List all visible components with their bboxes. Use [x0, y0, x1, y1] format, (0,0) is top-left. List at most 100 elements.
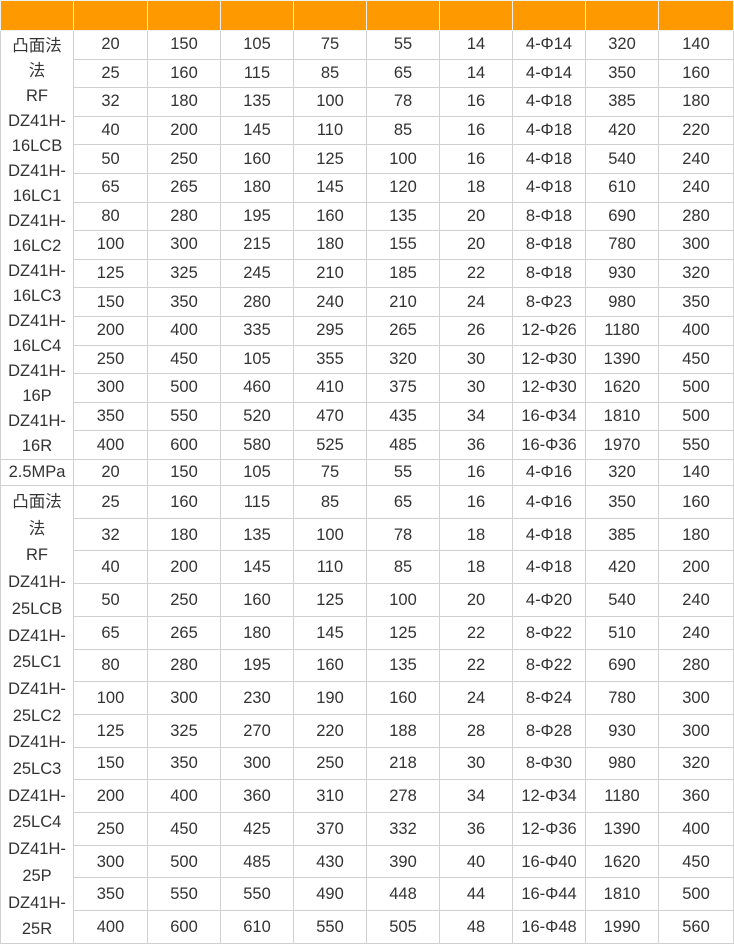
table-cell: 400: [147, 315, 221, 346]
table-row: 125 325 245 210 185 22 8-Φ18 930 320: [1, 258, 734, 289]
table-cell: 355: [293, 344, 367, 375]
table-cell: 12-Φ30: [512, 373, 586, 403]
table-cell: 690: [585, 648, 659, 683]
table-cell: 8-Φ18: [512, 230, 586, 260]
table-cell: 24: [439, 681, 513, 715]
table-cell: 270: [220, 713, 294, 748]
table-cell: 105: [220, 459, 294, 486]
table-cell: 250: [147, 583, 221, 617]
table-cell: 280: [658, 648, 734, 683]
table-cell: 448: [366, 877, 440, 912]
table-cell: 100: [73, 681, 148, 715]
table-cell: 215: [220, 230, 294, 260]
table-cell: 930: [585, 258, 659, 289]
table-cell: 80: [73, 201, 148, 232]
table-cell: 55: [366, 30, 440, 60]
table-cell: 500: [658, 401, 734, 432]
table-row: 凸面法 法 RF DZ41H- 25LCB DZ41H- 25LC1 DZ41H…: [0, 485, 734, 944]
table-cell: 115: [220, 58, 294, 89]
table-cell: 280: [147, 201, 221, 232]
table-cell: 135: [366, 648, 440, 683]
table-cell: 185: [366, 258, 440, 289]
table-row: 32 180 135 100 78 16 4-Φ18 385 180: [1, 87, 734, 117]
table-cell: 420: [585, 550, 659, 585]
table-cell: 40: [73, 115, 148, 146]
table-cell: 460: [220, 373, 294, 403]
table-cell: 145: [293, 615, 367, 650]
table-cell: 50: [73, 583, 148, 617]
table-cell: 525: [293, 430, 367, 460]
table-cell: 160: [366, 681, 440, 715]
table-cell: 20: [439, 201, 513, 232]
table-cell: 4-Φ18: [512, 115, 586, 146]
table-cell: 550: [147, 877, 221, 912]
table-cell: 610: [585, 172, 659, 203]
table-cell: 300: [73, 373, 148, 403]
table-cell: 230: [220, 681, 294, 715]
table-cell: 500: [658, 373, 734, 403]
header-cell: [293, 0, 367, 31]
table-cell: 135: [220, 517, 294, 552]
table-cell: 34: [439, 779, 513, 814]
table-cell: 4-Φ16: [512, 459, 586, 486]
table-cell: 1810: [585, 401, 659, 432]
table-cell: 245: [220, 258, 294, 289]
table-cell: 18: [439, 517, 513, 552]
table-cell: 160: [147, 485, 221, 519]
table-cell: 115: [220, 485, 294, 519]
table-cell: 16: [439, 144, 513, 174]
table-cell: 4-Φ18: [512, 172, 586, 203]
table-cell: 240: [658, 615, 734, 650]
table-cell: 400: [73, 910, 148, 944]
table-cell: 4-Φ14: [512, 30, 586, 60]
table-row: 350 550 550 490 448 44 16-Φ44 1810 500: [1, 877, 734, 912]
table-cell: 180: [220, 172, 294, 203]
pressure-label: 2.5MPa: [0, 459, 74, 486]
table-cell: 450: [147, 812, 221, 846]
table-cell: 200: [147, 550, 221, 585]
table-cell: 8-Φ18: [512, 201, 586, 232]
table-cell: 250: [147, 144, 221, 174]
table-cell: 300: [220, 746, 294, 781]
table-cell: 110: [293, 550, 367, 585]
table-cell: 14: [439, 30, 513, 60]
table-cell: 180: [658, 87, 734, 117]
table-cell: 24: [439, 287, 513, 317]
table-cell: 265: [147, 615, 221, 650]
table-cell: 65: [366, 485, 440, 519]
table-cell: 300: [147, 230, 221, 260]
table-row: 350 550 520 470 435 34 16-Φ34 1810 500: [1, 401, 734, 432]
table-row: 150 350 280 240 210 24 8-Φ23 980 350: [1, 287, 734, 317]
table-cell: 300: [147, 681, 221, 715]
table-cell: 18: [439, 550, 513, 585]
table-cell: 12-Φ26: [512, 315, 586, 346]
table-row: 100 300 230 190 160 24 8-Φ24 780 300: [1, 681, 734, 715]
table-cell: 250: [73, 344, 148, 375]
table-cell: 320: [658, 746, 734, 781]
table-cell: 4-Φ18: [512, 87, 586, 117]
table-cell: 85: [293, 58, 367, 89]
table-cell: 145: [293, 172, 367, 203]
table-cell: 8-Φ28: [512, 713, 586, 748]
table-cell: 85: [366, 115, 440, 146]
table-cell: 160: [220, 583, 294, 617]
table-cell: 50: [73, 144, 148, 174]
table-cell: 55: [366, 459, 440, 486]
table-row: 65 265 180 145 125 22 8-Φ22 510 240: [1, 615, 734, 650]
table-cell: 1620: [585, 844, 659, 879]
table-cell: 160: [147, 58, 221, 89]
table-cell: 8-Φ22: [512, 648, 586, 683]
table-cell: 65: [73, 615, 148, 650]
model-cell: 凸面法 法 RF DZ41H- 25LCB DZ41H- 25LC1 DZ41H…: [0, 485, 74, 944]
table-cell: 505: [366, 910, 440, 944]
table-cell: 200: [73, 315, 148, 346]
table-cell: 485: [220, 844, 294, 879]
table-cell: 140: [658, 30, 734, 60]
table-cell: 16-Φ40: [512, 844, 586, 879]
table-cell: 780: [585, 230, 659, 260]
table-cell: 20: [439, 230, 513, 260]
table-cell: 350: [73, 401, 148, 432]
table-cell: 12-Φ34: [512, 779, 586, 814]
header-cell: [0, 0, 74, 31]
table-row: 2.5MPa 20 150 105 75 55 16 4-Φ16 320 140: [0, 459, 734, 486]
